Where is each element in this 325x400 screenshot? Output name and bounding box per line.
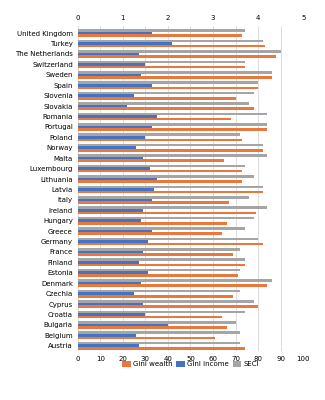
Bar [78, 196, 249, 198]
Bar [78, 251, 143, 253]
Bar [78, 347, 245, 350]
Bar [78, 243, 263, 246]
Bar [78, 292, 134, 295]
Bar [78, 253, 233, 256]
Legend: Gini wealth, Gini income, SECI: Gini wealth, Gini income, SECI [120, 358, 262, 370]
Bar [78, 154, 267, 157]
Bar [78, 84, 152, 86]
Bar [78, 279, 272, 282]
Bar [78, 66, 245, 68]
Bar [78, 191, 263, 193]
Bar [78, 165, 245, 167]
Bar [78, 284, 267, 287]
Bar [78, 92, 254, 94]
Bar [78, 180, 242, 183]
Bar [78, 167, 150, 170]
Bar [78, 230, 152, 232]
Bar [78, 300, 254, 303]
Bar [78, 222, 227, 224]
Bar [78, 178, 157, 180]
Bar [78, 175, 254, 178]
Bar [78, 272, 148, 274]
Bar [78, 269, 240, 272]
Bar [78, 303, 143, 305]
Bar [78, 112, 267, 115]
Bar [78, 274, 238, 277]
Bar [78, 209, 143, 212]
Bar [78, 282, 141, 284]
Bar [78, 198, 152, 201]
Bar [78, 128, 267, 131]
Bar [78, 60, 245, 63]
Bar [78, 50, 281, 53]
Bar [78, 146, 136, 149]
Bar [78, 261, 139, 264]
Bar [78, 232, 222, 235]
Bar [78, 186, 263, 188]
Bar [78, 295, 233, 298]
Bar [78, 134, 240, 136]
Bar [78, 310, 245, 313]
Bar [78, 290, 240, 292]
Bar [78, 71, 272, 74]
Bar [78, 227, 245, 230]
Bar [78, 334, 136, 336]
Bar [78, 55, 276, 58]
Bar [78, 102, 249, 105]
Bar [78, 212, 256, 214]
Bar [78, 188, 154, 191]
Bar [78, 105, 127, 107]
Bar [78, 107, 254, 110]
Bar [78, 86, 258, 89]
Bar [78, 74, 141, 76]
Bar [78, 201, 229, 204]
Bar [78, 326, 227, 329]
Bar [78, 123, 267, 126]
Bar [78, 76, 272, 79]
Bar [78, 264, 245, 266]
Bar [78, 97, 236, 100]
Bar [78, 144, 263, 146]
Bar [78, 240, 148, 243]
Bar [78, 115, 157, 118]
Bar [78, 40, 263, 42]
Bar [78, 316, 222, 318]
Bar [78, 139, 242, 141]
Bar [78, 331, 240, 334]
Bar [78, 53, 139, 55]
Bar [78, 157, 143, 160]
Bar [78, 32, 152, 34]
Bar [78, 126, 152, 128]
Bar [78, 63, 145, 66]
Bar [78, 217, 254, 219]
Bar [78, 238, 258, 240]
Bar [78, 248, 240, 251]
Bar [78, 342, 240, 344]
Bar [78, 29, 245, 32]
Bar [78, 136, 145, 139]
Bar [78, 324, 168, 326]
Bar [78, 344, 139, 347]
Bar [78, 42, 173, 45]
Bar [78, 336, 215, 339]
Bar [78, 219, 141, 222]
Bar [78, 34, 242, 37]
Bar [78, 305, 258, 308]
Bar [78, 81, 258, 84]
Bar [78, 170, 242, 172]
Bar [78, 94, 134, 97]
Bar [78, 118, 231, 120]
Bar [78, 258, 245, 261]
Bar [78, 313, 145, 316]
Bar [78, 45, 265, 48]
Bar [78, 160, 224, 162]
Bar [78, 149, 263, 152]
Bar [78, 321, 236, 324]
Bar [78, 206, 267, 209]
